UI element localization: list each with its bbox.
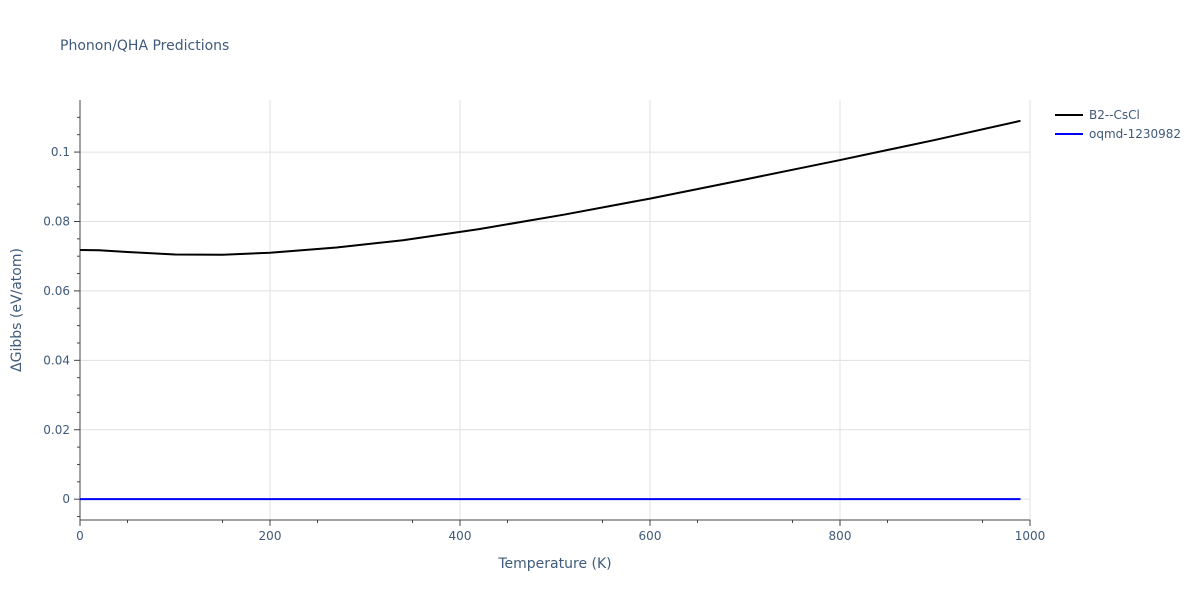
x-tick-label: 200: [259, 529, 282, 543]
x-tick-label: 400: [449, 529, 472, 543]
legend-item-2[interactable]: oqmd-1230982: [1055, 127, 1181, 141]
legend-label: oqmd-1230982: [1089, 127, 1181, 141]
y-tick-label: 0.06: [43, 284, 70, 298]
x-tick-label: 0: [76, 529, 84, 543]
series-lines: [79, 119, 1021, 501]
y-tick-label: 0.04: [43, 353, 70, 367]
y-tick-label: 0.02: [43, 423, 70, 437]
x-tick-label: 800: [829, 529, 852, 543]
y-axis-title: ΔGibbs (eV/atom): [9, 248, 25, 372]
axes: 0 200 400 600 800 1000 0 0.02 0.04 0.06 0.08 0.1: [43, 100, 1045, 543]
series-line-1: [79, 119, 1021, 256]
x-axis-title: Temperature (K): [497, 556, 611, 572]
legend[interactable]: B2--CsCl oqmd-1230982: [1055, 108, 1181, 141]
legend-item-1[interactable]: B2--CsCl: [1055, 108, 1140, 122]
chart-title: Phonon/QHA Predictions: [60, 38, 229, 54]
legend-label: B2--CsCl: [1089, 108, 1140, 122]
y-tick-label: 0.08: [43, 214, 70, 228]
x-tick-label: 600: [639, 529, 662, 543]
y-tick-label: 0.1: [51, 145, 70, 159]
y-tick-label: 0: [62, 492, 70, 506]
x-tick-label: 1000: [1015, 529, 1046, 543]
grid-lines: [80, 100, 1031, 520]
